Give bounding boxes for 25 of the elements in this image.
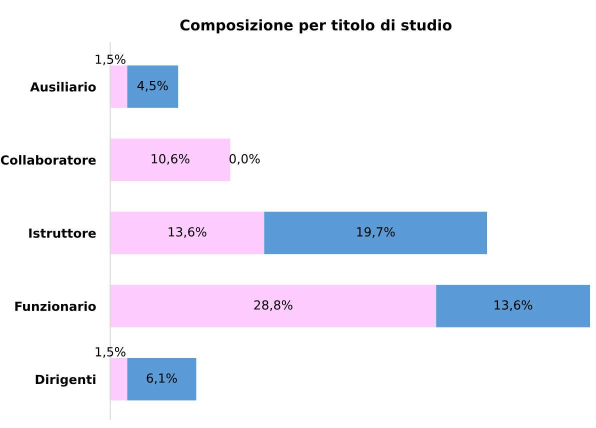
data-label: 6,1% [146, 373, 177, 384]
bar [110, 358, 128, 400]
y-tick-label: Collaboratore [0, 155, 96, 165]
chart-title: Composizione per titolo di studio [180, 19, 452, 34]
data-label: 13,6% [494, 300, 532, 311]
data-label: 19,7% [357, 227, 395, 238]
bar [127, 65, 178, 108]
data-label: 1,5% [96, 347, 126, 358]
data-label: 28,8% [254, 300, 292, 311]
data-label: 10,6% [152, 154, 190, 165]
bar [110, 138, 230, 182]
bar [110, 212, 264, 254]
y-tick-label: Funzionario [15, 301, 96, 312]
bar [110, 65, 128, 108]
data-label: 1,5% [96, 54, 126, 66]
bar [127, 358, 196, 400]
bar [436, 284, 590, 328]
data-label: 0,0% [230, 154, 260, 165]
bar [264, 212, 488, 254]
y-tick-label: Istruttore [29, 228, 96, 238]
y-tick-label: Ausiliario [30, 82, 96, 92]
data-label: 13,6% [168, 227, 206, 238]
y-tick-label: Dirigenti [36, 374, 96, 387]
data-label: 4,5% [137, 80, 168, 92]
bar [110, 284, 436, 328]
